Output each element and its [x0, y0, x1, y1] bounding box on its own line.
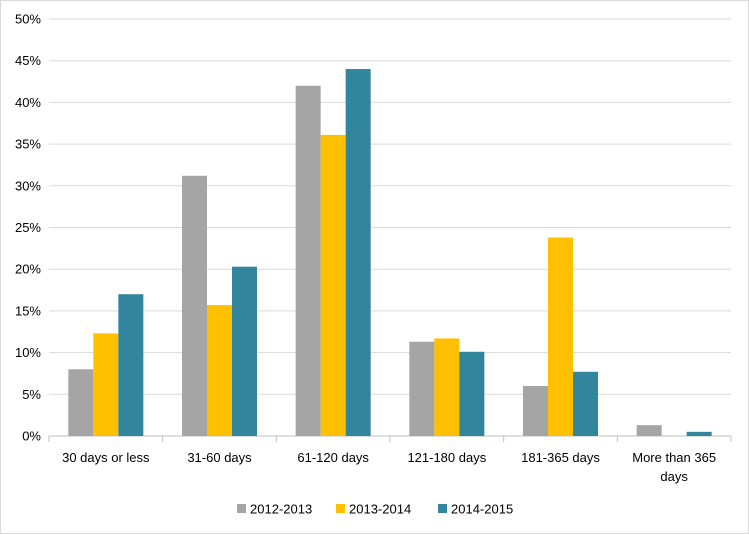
bar: [573, 371, 598, 436]
y-tick-label: 0%: [22, 429, 41, 444]
x-tick-label: 181-365 days: [521, 450, 600, 465]
bar: [232, 266, 257, 436]
x-tick-label: 61-120 days: [297, 450, 369, 465]
y-tick-label: 10%: [15, 345, 41, 360]
x-tick-label: 31-60 days: [187, 450, 252, 465]
y-tick-label: 20%: [15, 262, 41, 277]
legend-label: 2013-2014: [349, 502, 411, 517]
legend-swatch: [336, 504, 345, 513]
y-tick-label: 30%: [15, 178, 41, 193]
legend-label: 2014-2015: [451, 502, 513, 517]
y-tick-label: 5%: [22, 387, 41, 402]
bar: [548, 237, 573, 436]
x-tick-label: days: [660, 469, 688, 484]
y-tick-label: 45%: [15, 53, 41, 68]
bar: [207, 305, 232, 436]
legend-swatch: [438, 504, 447, 513]
bar: [93, 333, 119, 436]
y-tick-label: 50%: [15, 12, 41, 27]
bar: [523, 385, 548, 436]
bar: [636, 425, 662, 436]
bar: [182, 175, 207, 437]
bar: [459, 351, 485, 436]
y-tick-label: 40%: [15, 95, 41, 110]
y-tick-label: 35%: [15, 137, 41, 152]
bar: [320, 134, 346, 436]
y-tick-label: 25%: [15, 220, 41, 235]
bar: [345, 69, 371, 436]
bar: [409, 341, 435, 436]
x-tick-label: More than 365: [632, 450, 716, 465]
bar: [118, 294, 144, 436]
bar: [68, 369, 94, 436]
bar: [434, 338, 460, 436]
x-tick-label: 121-180 days: [407, 450, 486, 465]
x-tick-label: 30 days or less: [62, 450, 150, 465]
bar: [295, 85, 321, 436]
y-tick-label: 15%: [15, 303, 41, 318]
legend-label: 2012-2013: [250, 502, 312, 517]
legend-swatch: [237, 504, 246, 513]
bar: [686, 431, 712, 436]
